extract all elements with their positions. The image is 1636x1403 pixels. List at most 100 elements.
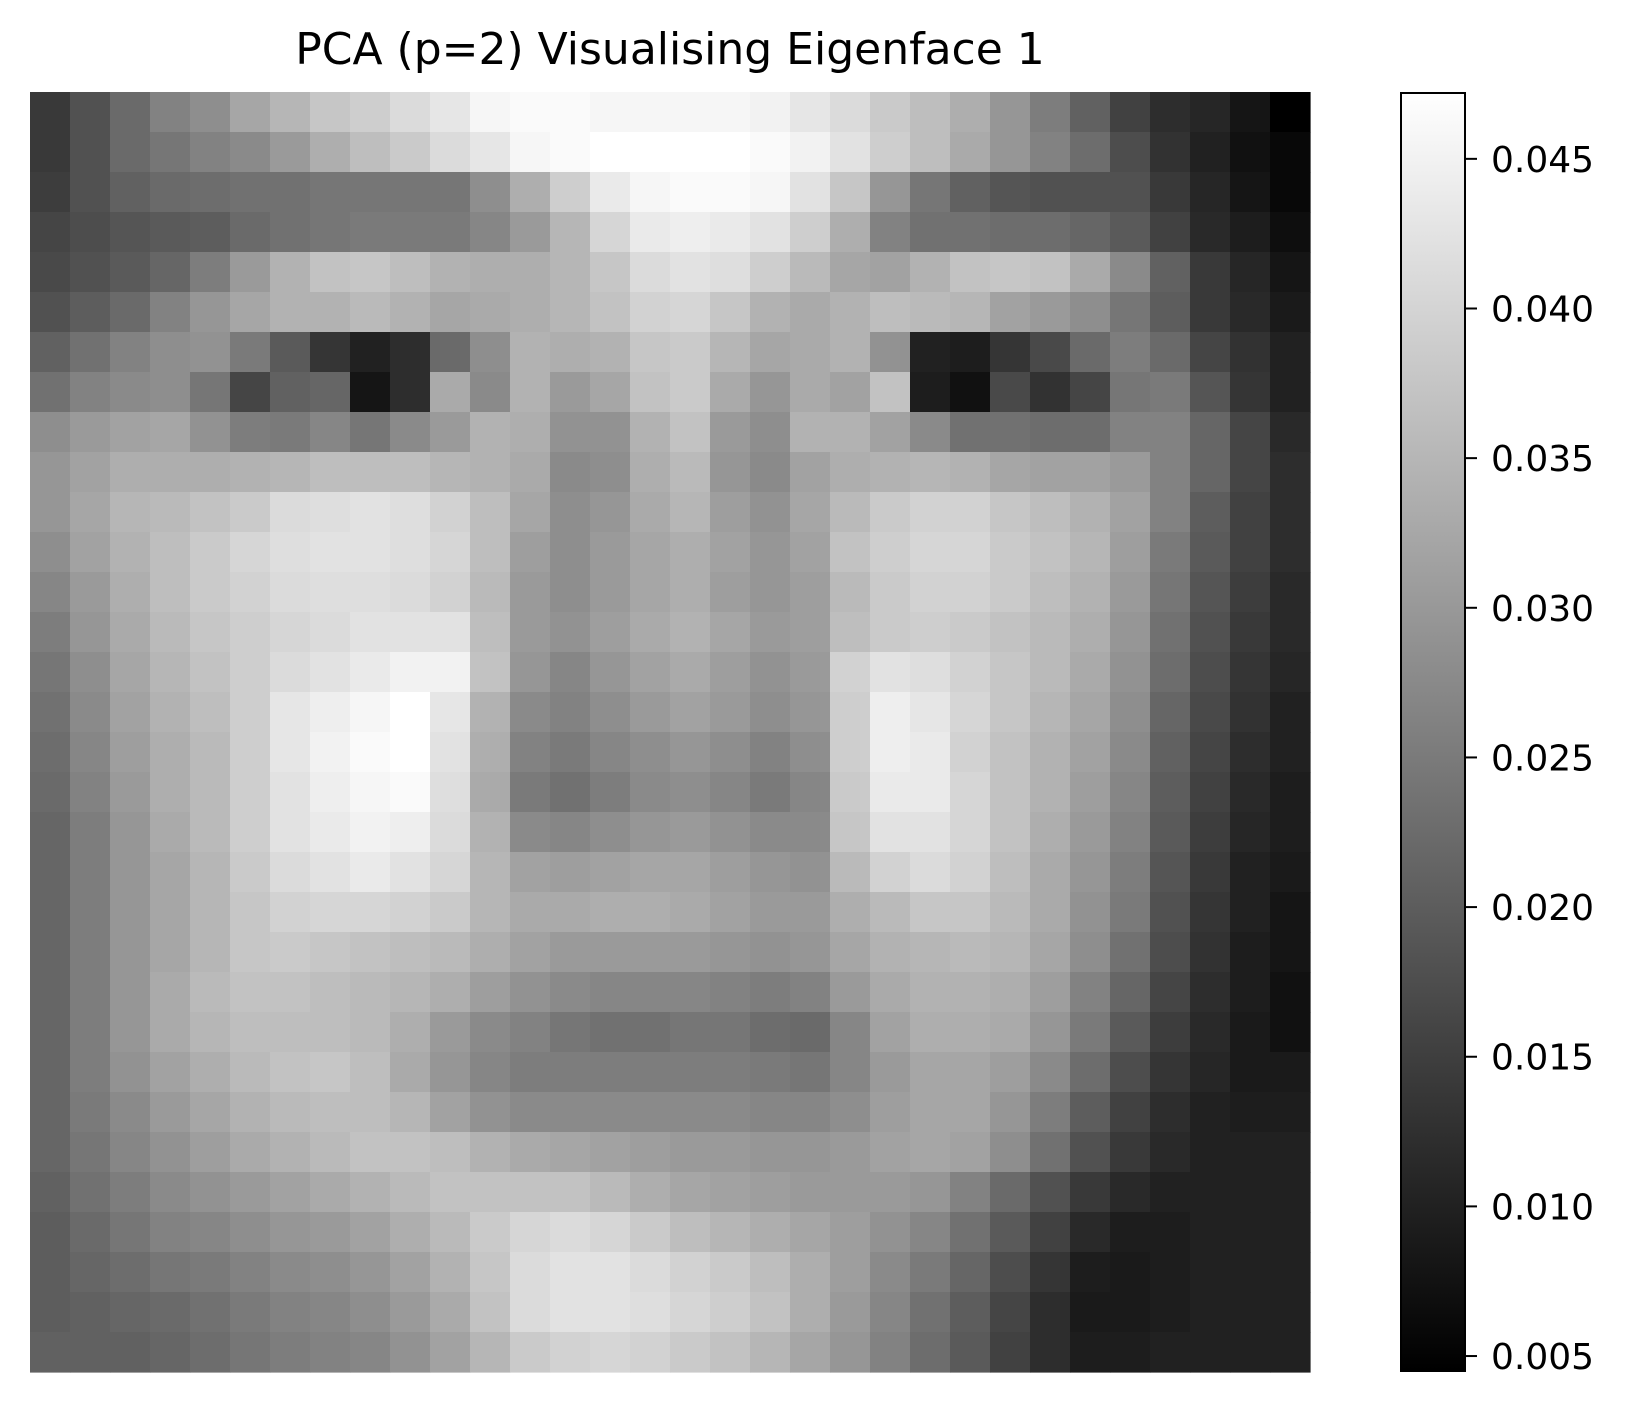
heatmap-cell bbox=[590, 972, 631, 1013]
heatmap-cell bbox=[750, 292, 791, 333]
heatmap-cell bbox=[1110, 132, 1151, 173]
heatmap-cell bbox=[750, 892, 791, 933]
heatmap-cell bbox=[590, 132, 631, 173]
heatmap-cell bbox=[1070, 852, 1111, 893]
heatmap-cell bbox=[550, 652, 591, 693]
heatmap-cell bbox=[590, 572, 631, 613]
heatmap-cell bbox=[1110, 1212, 1151, 1253]
heatmap-cell bbox=[70, 1332, 111, 1373]
heatmap-cell bbox=[830, 452, 871, 493]
heatmap-cell bbox=[790, 212, 831, 253]
heatmap-cell bbox=[150, 1172, 191, 1213]
heatmap-cell bbox=[1190, 372, 1231, 413]
heatmap-cell bbox=[830, 492, 871, 533]
heatmap-cell bbox=[190, 332, 231, 373]
heatmap-cell bbox=[990, 212, 1031, 253]
heatmap-cell bbox=[1150, 492, 1191, 533]
heatmap-cell bbox=[590, 772, 631, 813]
heatmap-cell bbox=[150, 372, 191, 413]
heatmap-cell bbox=[1230, 172, 1271, 213]
heatmap-cell bbox=[750, 212, 791, 253]
heatmap-cell bbox=[790, 1052, 831, 1093]
heatmap-cell bbox=[550, 1052, 591, 1093]
heatmap-cell bbox=[390, 932, 431, 973]
heatmap-cell bbox=[1270, 612, 1311, 653]
heatmap-cell bbox=[990, 292, 1031, 333]
heatmap-cell bbox=[870, 1292, 911, 1333]
heatmap-cell bbox=[1150, 92, 1191, 133]
heatmap-cell bbox=[1270, 572, 1311, 613]
heatmap-cell bbox=[1270, 212, 1311, 253]
heatmap-cell bbox=[550, 172, 591, 213]
heatmap-cell bbox=[910, 972, 951, 1013]
heatmap-cell bbox=[950, 692, 991, 733]
heatmap-cell bbox=[1030, 532, 1071, 573]
heatmap-cell bbox=[630, 572, 671, 613]
heatmap-cell bbox=[70, 972, 111, 1013]
heatmap-cell bbox=[470, 892, 511, 933]
heatmap-cell bbox=[910, 372, 951, 413]
heatmap-cell bbox=[1070, 1292, 1111, 1333]
heatmap-cell bbox=[1150, 172, 1191, 213]
heatmap-cell bbox=[390, 772, 431, 813]
heatmap-cell bbox=[550, 252, 591, 293]
heatmap-cell bbox=[1150, 532, 1191, 573]
heatmap-cell bbox=[950, 212, 991, 253]
heatmap-cell bbox=[1190, 1292, 1231, 1333]
heatmap-cell bbox=[390, 292, 431, 333]
heatmap-cell bbox=[150, 1332, 191, 1373]
heatmap-cell bbox=[470, 652, 511, 693]
heatmap-cell bbox=[790, 572, 831, 613]
heatmap-cell bbox=[830, 1212, 871, 1253]
heatmap-cell bbox=[350, 1172, 391, 1213]
heatmap-cell bbox=[670, 932, 711, 973]
heatmap-cell bbox=[470, 1052, 511, 1093]
heatmap-cell bbox=[270, 92, 311, 133]
heatmap-cell bbox=[710, 932, 751, 973]
heatmap-cell bbox=[270, 572, 311, 613]
heatmap-cell bbox=[550, 1092, 591, 1133]
heatmap-cell bbox=[270, 1332, 311, 1373]
heatmap-cell bbox=[310, 1132, 351, 1173]
heatmap-cell bbox=[110, 772, 151, 813]
heatmap-cell bbox=[230, 1052, 271, 1093]
heatmap-cell bbox=[390, 652, 431, 693]
heatmap-cell bbox=[1190, 1052, 1231, 1093]
heatmap-cell bbox=[1150, 732, 1191, 773]
heatmap-cell bbox=[1070, 332, 1111, 373]
heatmap-cell bbox=[1110, 1052, 1151, 1093]
heatmap-cell bbox=[430, 492, 471, 533]
heatmap-cell bbox=[910, 612, 951, 653]
heatmap-cell bbox=[110, 1332, 151, 1373]
heatmap-cell bbox=[1030, 972, 1071, 1013]
heatmap-cell bbox=[110, 612, 151, 653]
heatmap-cell bbox=[630, 612, 671, 653]
heatmap-cell bbox=[150, 1252, 191, 1293]
heatmap-cell bbox=[430, 1252, 471, 1293]
heatmap-cell bbox=[950, 332, 991, 373]
heatmap-cell bbox=[150, 1212, 191, 1253]
heatmap-cell bbox=[350, 1012, 391, 1053]
heatmap-cell bbox=[350, 372, 391, 413]
heatmap-cell bbox=[470, 212, 511, 253]
heatmap-cell bbox=[70, 1212, 111, 1253]
heatmap-cell bbox=[310, 1252, 351, 1293]
heatmap-cell bbox=[1270, 812, 1311, 853]
heatmap-cell bbox=[190, 692, 231, 733]
heatmap-cell bbox=[950, 812, 991, 853]
heatmap-cell bbox=[830, 972, 871, 1013]
heatmap-cell bbox=[430, 1012, 471, 1053]
heatmap-cell bbox=[310, 452, 351, 493]
heatmap-cell bbox=[670, 92, 711, 133]
heatmap-cell bbox=[510, 212, 551, 253]
heatmap-cell bbox=[670, 332, 711, 373]
heatmap-cell bbox=[270, 172, 311, 213]
heatmap-cell bbox=[30, 932, 71, 973]
heatmap-cell bbox=[270, 1252, 311, 1293]
heatmap-cell bbox=[1230, 252, 1271, 293]
heatmap-cell bbox=[350, 452, 391, 493]
heatmap-cell bbox=[630, 852, 671, 893]
heatmap-cell bbox=[1230, 1092, 1271, 1133]
heatmap-cell bbox=[830, 892, 871, 933]
heatmap-cell bbox=[590, 1052, 631, 1093]
